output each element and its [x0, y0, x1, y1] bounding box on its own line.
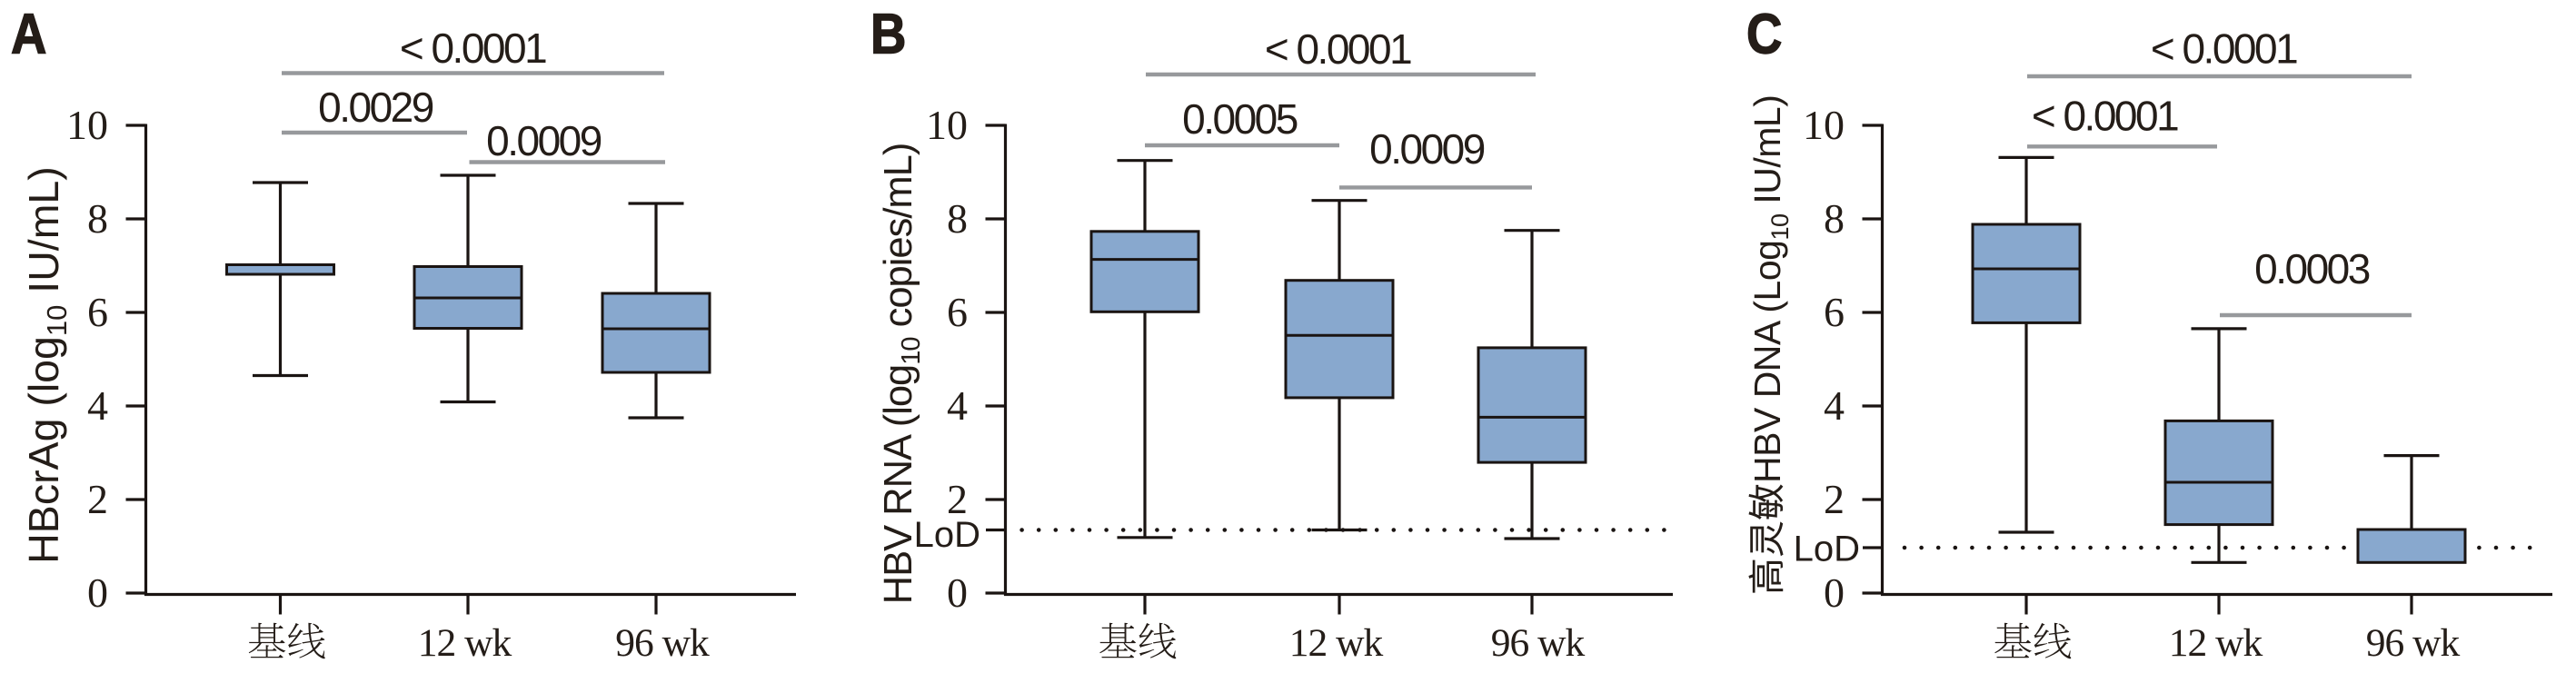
svg-text:8: 8: [87, 195, 108, 242]
svg-text:10: 10: [1803, 102, 1845, 148]
svg-text:< 0.0001: < 0.0001: [1265, 25, 1411, 73]
svg-text:2: 2: [1824, 476, 1845, 522]
svg-text:12 wk: 12 wk: [418, 621, 512, 665]
svg-text:< 0.0001: < 0.0001: [2032, 92, 2178, 139]
svg-text:0: 0: [1824, 569, 1845, 616]
svg-text:B: B: [870, 3, 906, 65]
svg-text:4: 4: [87, 382, 108, 429]
svg-text:4: 4: [947, 382, 968, 429]
svg-text:0.0003: 0.0003: [2254, 245, 2370, 292]
svg-text:6: 6: [947, 289, 968, 335]
svg-text:LoD: LoD: [914, 515, 980, 555]
svg-text:LoD: LoD: [1794, 529, 1860, 569]
svg-text:< 0.0001: < 0.0001: [400, 25, 546, 72]
svg-text:C: C: [1746, 3, 1782, 65]
svg-text:2: 2: [947, 476, 968, 522]
svg-text:A: A: [11, 3, 46, 65]
svg-text:4: 4: [1824, 382, 1845, 429]
svg-text:0: 0: [947, 569, 968, 616]
svg-text:0.0009: 0.0009: [1369, 125, 1485, 173]
svg-text:96 wk: 96 wk: [2366, 621, 2461, 665]
svg-text:96 wk: 96 wk: [1491, 621, 1586, 665]
svg-text:10: 10: [66, 102, 108, 148]
svg-text:0.0029: 0.0029: [318, 84, 433, 131]
svg-text:HBcrAg (log10 IU/mL): HBcrAg (log10 IU/mL): [20, 166, 73, 564]
svg-text:12 wk: 12 wk: [2169, 621, 2263, 665]
svg-text:6: 6: [1824, 289, 1845, 335]
svg-text:0: 0: [87, 569, 108, 616]
svg-text:8: 8: [1824, 195, 1845, 242]
svg-text:6: 6: [87, 289, 108, 335]
svg-text:8: 8: [947, 195, 968, 242]
svg-text:HBV RNA (log10 copies/mL): HBV RNA (log10 copies/mL): [877, 144, 926, 605]
svg-text:12 wk: 12 wk: [1289, 621, 1384, 665]
svg-text:0.0009: 0.0009: [486, 117, 602, 164]
svg-text:< 0.0001: < 0.0001: [2151, 25, 2297, 73]
svg-text:0.0005: 0.0005: [1182, 95, 1298, 143]
svg-text:2: 2: [87, 476, 108, 522]
svg-text:10: 10: [926, 102, 968, 148]
svg-text:HBV DNA (Log10 IU/mL): HBV DNA (Log10 IU/mL): [1746, 95, 1794, 483]
svg-text:96 wk: 96 wk: [615, 621, 710, 665]
